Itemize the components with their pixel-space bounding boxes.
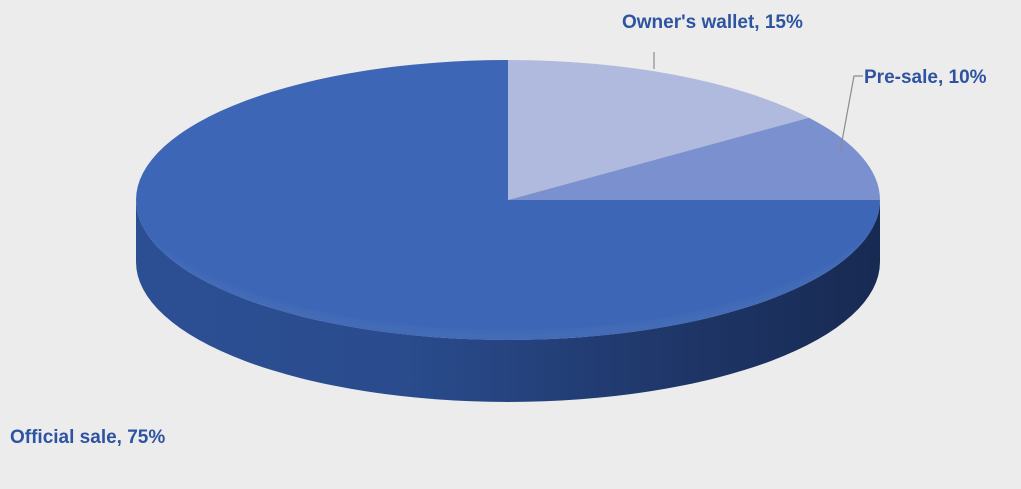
pie-top-shading <box>136 60 880 340</box>
pie-top-face <box>136 60 880 340</box>
pie-side-wall <box>136 200 880 402</box>
pie-side-band <box>136 200 880 402</box>
slice-label-3: Official sale, 75% <box>10 427 165 448</box>
pie-labels: Owner's wallet, 15% Pre-sale, 10% Official… <box>10 12 987 448</box>
slice-label-1: Owner's wallet, 15% <box>622 12 803 33</box>
slice-label-2: Pre-sale, 10% <box>864 67 987 88</box>
leader-line-2 <box>839 75 863 153</box>
